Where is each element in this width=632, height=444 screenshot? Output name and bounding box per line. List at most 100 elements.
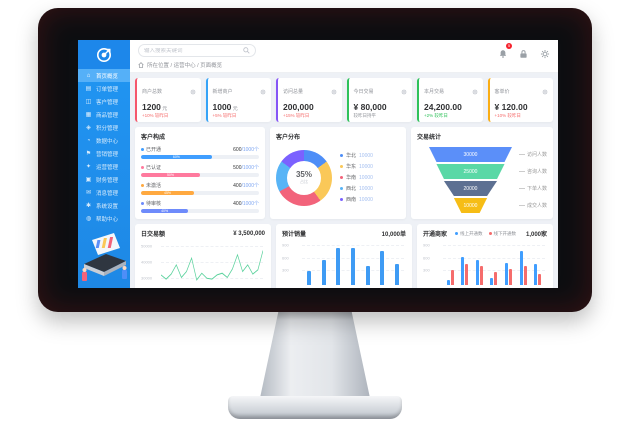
sidebar-item-10[interactable]: ✉ 消息管理 — [78, 186, 130, 199]
donut-legend: 华北 10000 华东 10000 华南 10000 西北 10000 西南 10000 — [340, 152, 373, 203]
card-gear-icon[interactable] — [189, 82, 196, 100]
stat-card-unit: 元 — [231, 106, 238, 112]
monitor-stand-neck — [260, 310, 370, 398]
sidebar-item-label: 系统设置 — [96, 203, 119, 210]
legend-item-2[interactable]: 华东 10000 — [340, 163, 373, 170]
bar-series-a — [534, 263, 538, 285]
stat-card-5: 本月交易 24,200.00 +2% 较昨日 — [417, 78, 483, 122]
sidebar-item-2[interactable]: ▤ 订单管理 — [78, 82, 130, 95]
card-gear-icon[interactable] — [471, 82, 478, 100]
opening-legend: 线上开通数 线下开通数 — [455, 231, 516, 237]
funnel-chart: 30000 访问人数 25000 咨询人数 20000 下单人数 10000 成交人数 — [429, 147, 547, 213]
composition-total: /1000个 — [241, 165, 259, 171]
y-axis-tick: 900 — [282, 242, 289, 248]
y-axis-tick: 300 — [282, 267, 289, 273]
legend-label: 华东 — [346, 164, 357, 170]
legend-dot — [340, 165, 343, 168]
sidebar-item-4[interactable]: ▦ 商品管理 — [78, 108, 130, 121]
search-icon[interactable] — [243, 47, 250, 54]
expected-sales-panel: 预计销量 10,000单 900 600 300 — [276, 224, 412, 288]
search-box[interactable] — [138, 44, 256, 57]
opening-legend-item-1[interactable]: 线上开通数 — [455, 231, 483, 237]
composition-label: 未激活 — [146, 183, 162, 189]
top-bar: 5 — [130, 40, 558, 73]
bar-series-b — [450, 269, 454, 285]
progress-fill: 60% — [141, 155, 212, 159]
funnel-value: 30000 — [463, 151, 478, 158]
bar — [380, 251, 385, 285]
funnel-connector — [518, 188, 525, 189]
stat-card-value: ¥ 120.00 — [494, 102, 528, 112]
card-gear-icon[interactable] — [330, 82, 337, 100]
stat-card-unit: 元 — [160, 106, 168, 112]
sidebar-item-5[interactable]: ◈ 积分管理 — [78, 121, 130, 134]
help-icon: ◍ — [85, 216, 92, 223]
legend-value: 10000 — [359, 196, 373, 203]
target-icon — [97, 47, 111, 62]
message-icon: ✉ — [85, 190, 92, 197]
sidebar-item-12[interactable]: ◍ 帮助中心 — [78, 212, 130, 225]
legend-item-3[interactable]: 华南 10000 — [340, 174, 373, 181]
sidebar-item-9[interactable]: ▣ 财务管理 — [78, 173, 130, 186]
stat-card-delta: 较昨日持平 — [353, 113, 377, 118]
gear-icon[interactable] — [540, 46, 550, 58]
composition-value: 600/1000个 — [233, 147, 259, 153]
funnel-stage-3: 20000 下单人数 — [429, 181, 547, 196]
sidebar-item-7[interactable]: ⚑ 营销管理 — [78, 147, 130, 160]
customer-composition-panel: 客户构成 已开通 600/1000个 60% 已认证 500/1000个 50% 未激活 40… — [135, 127, 265, 219]
sidebar-item-label: 运营管理 — [96, 164, 119, 171]
legend-dot — [340, 187, 343, 190]
app-logo[interactable] — [78, 40, 130, 70]
stat-card-label: 本月交易 — [424, 88, 445, 95]
sidebar-item-label: 客户管理 — [96, 99, 119, 106]
customer-distribution-panel: 客户分布 35% 占比 华北 10000 华东 10000 华南 10000 西北 100 — [270, 127, 406, 219]
notification-badge: 5 — [506, 42, 512, 49]
opening-legend-item-2[interactable]: 线下开通数 — [488, 231, 516, 237]
legend-value: 10000 — [359, 185, 373, 192]
legend-label: 西南 — [346, 197, 357, 203]
bar-series-b — [523, 265, 527, 285]
funnel-stage-2: 25000 咨询人数 — [429, 164, 547, 179]
bar-group — [505, 243, 513, 285]
breadcrumb[interactable]: 所在位置 / 运营中心 / 页面概览 — [138, 61, 550, 69]
donut-chart: 35% 占比 — [276, 149, 332, 206]
monitor-bezel: ⌂ 首页概览 ▤ 订单管理 ◫ 客户管理 ▦ 商品管理 ◈ 积分管理 ◔ 数据中心 ⚑ 营销管理 ✦ 运营管理… — [38, 8, 592, 312]
legend-item-4[interactable]: 西北 10000 — [340, 185, 373, 192]
home-icon: ⌂ — [86, 72, 91, 79]
daily-total: ¥ 3,500,000 — [233, 230, 265, 237]
legend-item-1[interactable]: 华北 10000 — [340, 152, 373, 159]
series-dot — [141, 148, 144, 151]
sidebar-item-label: 财务管理 — [96, 177, 119, 184]
sidebar-item-1[interactable]: ⌂ 首页概览 — [78, 69, 130, 83]
legend-item-5[interactable]: 西南 10000 — [340, 196, 373, 203]
progress-fill: 40% — [141, 209, 189, 213]
sidebar-illustration — [78, 225, 130, 288]
composition-total: /1000个 — [241, 147, 259, 153]
lock-icon[interactable] — [519, 46, 529, 58]
sidebar-item-6[interactable]: ◔ 数据中心 — [78, 134, 130, 147]
card-gear-icon[interactable] — [401, 82, 407, 100]
stat-card-value: 1200 元 — [142, 102, 168, 112]
donut-center-value: 35% — [295, 170, 312, 179]
funnel-trapezoid: 10000 — [453, 198, 488, 213]
series-dot — [141, 202, 144, 205]
card-gear-icon[interactable] — [260, 82, 266, 100]
bar-series-a — [519, 251, 523, 285]
y-axis-tick: 600 — [423, 255, 430, 261]
stat-card-1: 商户总数 1200 元 +10% 较昨日 — [135, 78, 201, 122]
sidebar-item-label: 订单管理 — [96, 86, 119, 93]
sidebar-item-8[interactable]: ✦ 运营管理 — [78, 160, 130, 173]
sidebar-item-label: 帮助中心 — [96, 216, 119, 223]
card-gear-icon[interactable] — [542, 82, 548, 100]
funnel-value: 20000 — [463, 185, 478, 192]
sidebar-item-3[interactable]: ◫ 客户管理 — [78, 95, 130, 108]
notification-bell-icon[interactable]: 5 — [498, 42, 512, 58]
panel-title: 日交易额 — [141, 232, 166, 238]
sidebar-item-11[interactable]: ✱ 系统设置 — [78, 199, 130, 212]
y-axis-tick: 40000 — [141, 259, 153, 265]
donut-center: 35% 占比 — [287, 160, 321, 195]
composition-value: 500/1000个 — [233, 165, 259, 171]
composition-label: 待审核 — [146, 201, 162, 207]
search-input[interactable] — [144, 47, 243, 54]
stat-card-value: 1000 元 — [212, 102, 238, 112]
